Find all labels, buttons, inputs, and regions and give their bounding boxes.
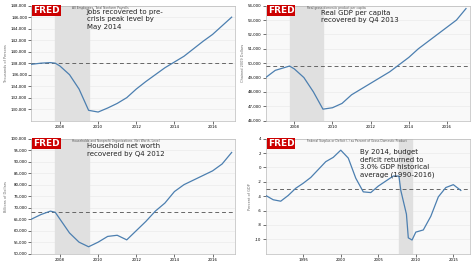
Bar xyxy=(55,139,89,254)
Text: FRED: FRED xyxy=(268,6,294,15)
Text: FRED: FRED xyxy=(33,139,60,148)
Text: FRED: FRED xyxy=(268,139,294,148)
Text: All Employees, Total Nonfarm Payrolls: All Employees, Total Nonfarm Payrolls xyxy=(72,6,129,10)
Y-axis label: Billions of Dollars: Billions of Dollars xyxy=(4,181,8,212)
Y-axis label: Percent of GDP: Percent of GDP xyxy=(248,183,252,210)
Text: Households and Nonprofit Organizations, Net Worth, Level: Households and Nonprofit Organizations, … xyxy=(72,139,160,143)
Text: Real GDP per capita
recovered by Q4 2013: Real GDP per capita recovered by Q4 2013 xyxy=(321,10,399,23)
Text: Federal Surplus or Deficit (-) as Percent of Gross Domestic Product: Federal Surplus or Deficit (-) as Percen… xyxy=(307,139,406,143)
Y-axis label: Thousands of Persons: Thousands of Persons xyxy=(4,44,8,83)
Bar xyxy=(399,139,412,254)
Bar xyxy=(55,6,89,121)
Text: FRED: FRED xyxy=(33,6,60,15)
Y-axis label: Chained 2009 Dollars: Chained 2009 Dollars xyxy=(241,44,245,82)
Text: Jobs recovered to pre-
crisis peak level by
May 2014: Jobs recovered to pre- crisis peak level… xyxy=(87,9,164,30)
Bar xyxy=(290,6,323,121)
Text: By 2014, budget
deficit returned to
3.0% GDP historical
average (1990-2016): By 2014, budget deficit returned to 3.0%… xyxy=(359,149,434,178)
Text: Household net worth
recovered by Q4 2012: Household net worth recovered by Q4 2012 xyxy=(87,143,164,157)
Text: Real gross domestic product per capita: Real gross domestic product per capita xyxy=(307,6,365,10)
